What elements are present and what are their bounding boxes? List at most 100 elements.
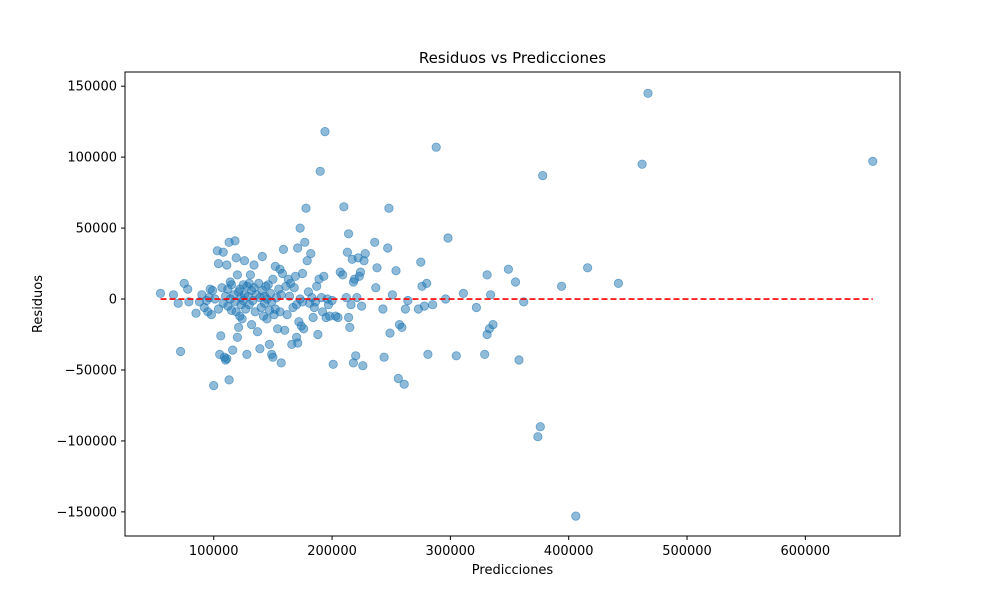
scatter-point — [313, 329, 323, 340]
y-tick-label: 100000 — [67, 151, 117, 166]
x-tick-label: 300000 — [426, 544, 476, 559]
x-tick-label: 100000 — [189, 544, 239, 559]
scatter-point — [397, 322, 407, 332]
scatter-point — [488, 319, 498, 330]
scatter-point — [431, 142, 441, 152]
scatter-point — [234, 322, 244, 332]
scatter-point — [385, 328, 395, 338]
scatter-point — [293, 243, 303, 253]
scatter-point — [355, 267, 366, 277]
scatter-point — [328, 359, 338, 369]
scatter-point — [443, 233, 453, 243]
scatter-point — [252, 327, 263, 337]
scatter-point — [399, 379, 409, 389]
scatter-point — [242, 349, 252, 359]
scatter-point — [372, 263, 382, 273]
scatter-point — [351, 351, 361, 361]
y-tick-label: −150000 — [56, 505, 117, 520]
scatter-point — [416, 257, 426, 267]
x-axis-label: Predicciones — [472, 563, 554, 578]
scatter-point — [387, 290, 397, 300]
scatter-point — [370, 237, 380, 247]
scatter-point — [232, 270, 242, 280]
scatter-point — [503, 264, 513, 274]
scatter-point — [268, 352, 278, 362]
scatter-point — [378, 304, 388, 314]
x-tick-label: 200000 — [307, 544, 357, 559]
scatter-point — [278, 244, 289, 254]
scatter-point — [510, 277, 521, 287]
scatter-point — [419, 301, 429, 311]
scatter-point — [297, 268, 308, 279]
scatter-point — [277, 268, 287, 279]
scatter-point — [276, 290, 286, 300]
scatter-point — [216, 331, 226, 341]
scatter-point — [582, 263, 593, 273]
scatter-point — [226, 280, 237, 290]
scatter-point — [262, 314, 272, 324]
scatter-point — [155, 288, 166, 298]
scatter-point — [333, 312, 343, 323]
scatter-point — [533, 432, 543, 442]
scatter-point — [556, 281, 567, 291]
scatter-point — [315, 166, 325, 176]
scatter-point — [224, 375, 234, 385]
scatter-point — [282, 309, 292, 320]
scatter-point — [384, 203, 394, 213]
scatter-point — [230, 236, 240, 246]
scatter-point — [208, 285, 218, 296]
scatter-point — [299, 324, 309, 334]
scatter-point — [343, 312, 354, 323]
scatter-point — [213, 258, 224, 269]
scatter-point — [319, 271, 329, 281]
scatter-point — [427, 300, 438, 310]
scatter-point — [222, 260, 232, 270]
scatter-point — [237, 314, 247, 324]
scatter-point — [371, 283, 381, 293]
x-axis: 100000 200000 300000 400000 500000 600000 — [189, 536, 830, 559]
scatter-point — [352, 292, 362, 303]
scatter-point — [222, 353, 232, 364]
y-tick-label: 150000 — [67, 80, 117, 95]
scatter-point — [451, 351, 461, 361]
y-tick-label: 0 — [109, 293, 117, 308]
y-axis: −150000 −100000 −50000 0 50000 100000 150000 — [56, 80, 125, 520]
scatter-point — [391, 266, 401, 276]
scatter-point — [302, 256, 312, 266]
scatter-point — [295, 223, 305, 233]
scatter-point — [400, 304, 410, 314]
scatter-point — [345, 322, 355, 332]
scatter-point — [293, 338, 303, 348]
scatter-point — [228, 345, 238, 355]
scatter-point — [535, 422, 545, 432]
scatter-point — [257, 251, 267, 262]
y-tick-label: −100000 — [56, 434, 117, 449]
scatter-point — [480, 349, 490, 359]
scatter-point — [308, 312, 318, 323]
scatter-point — [403, 295, 413, 306]
scatter-point — [231, 253, 241, 263]
scatter-point — [471, 302, 481, 313]
scatter-point — [356, 301, 367, 311]
chart-title: Residuos vs Predicciones — [419, 49, 606, 67]
scatter-point — [209, 380, 219, 391]
y-tick-label: 50000 — [76, 222, 117, 237]
scatter-point — [206, 309, 216, 320]
scatter-point — [358, 361, 368, 371]
scatter-point — [239, 256, 250, 266]
scatter-point — [514, 355, 524, 365]
scatter-point — [346, 300, 356, 310]
scatter-point — [280, 325, 290, 335]
y-axis-label: Residuos — [31, 275, 46, 333]
scatter-point — [423, 349, 433, 359]
scatter-point — [264, 339, 274, 349]
scatter-point — [173, 298, 183, 308]
x-tick-label: 600000 — [781, 544, 831, 559]
scatter-point — [538, 171, 548, 181]
scatter-point — [168, 290, 179, 300]
scatter-point — [343, 229, 354, 239]
scatter-point — [232, 332, 242, 342]
scatter-point — [613, 278, 624, 288]
scatter-point — [458, 288, 468, 298]
